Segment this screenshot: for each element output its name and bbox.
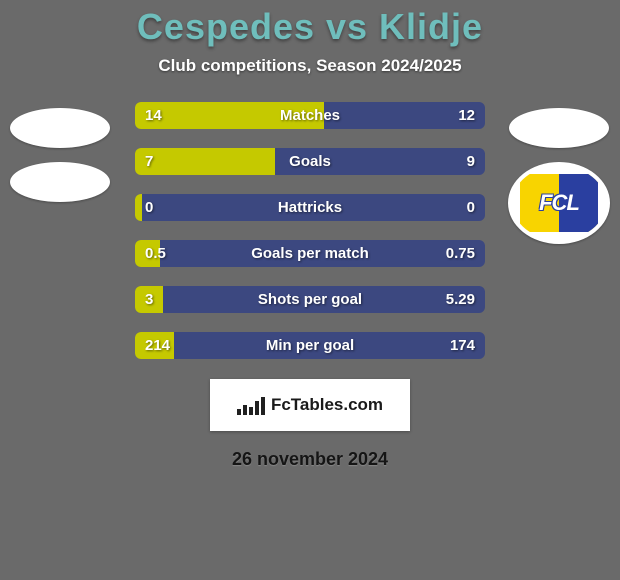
comparison-infographic: Cespedes vs Klidje Club competitions, Se… [0,0,620,580]
stat-row: 0 Hattricks 0 [135,194,485,221]
page-title: Cespedes vs Klidje [137,6,483,48]
stat-value-right: 0.75 [446,240,475,267]
club-logo-placeholder [10,108,110,148]
stat-value-left: 3 [145,286,153,313]
stat-value-left: 0.5 [145,240,166,267]
stat-value-right: 9 [467,148,475,175]
stat-value-left: 7 [145,148,153,175]
brand-chart-icon [237,395,265,415]
club-logo-placeholder [509,108,609,148]
stat-label: Min per goal [266,332,354,359]
stat-value-right: 0 [467,194,475,221]
stat-row: 0.5 Goals per match 0.75 [135,240,485,267]
stat-row: 214 Min per goal 174 [135,332,485,359]
fcl-badge-text: FCL [539,190,579,216]
stat-label: Shots per goal [258,286,362,313]
stats-list: 14 Matches 12 7 Goals 9 0 Hattricks 0 0.5 Goals pe… [135,102,485,359]
left-player-logos [10,108,110,202]
club-logo-fcl: FCL [508,162,610,244]
subtitle: Club competitions, Season 2024/2025 [158,56,461,76]
stat-value-right: 5.29 [446,286,475,313]
stat-fill-left [135,194,142,221]
stat-value-right: 174 [450,332,475,359]
stat-label: Hattricks [278,194,342,221]
club-logo-placeholder [10,162,110,202]
brand-text: FcTables.com [271,395,383,415]
stat-label: Goals per match [251,240,369,267]
brand-badge: FcTables.com [210,379,410,431]
stat-value-right: 12 [458,102,475,129]
stat-row: 14 Matches 12 [135,102,485,129]
date: 26 november 2024 [232,449,388,470]
stat-value-left: 0 [145,194,153,221]
right-player-logos: FCL [508,108,610,244]
stat-label: Goals [289,148,331,175]
stat-value-left: 14 [145,102,162,129]
stat-fill-left [135,148,275,175]
stat-label: Matches [280,102,340,129]
stat-value-left: 214 [145,332,170,359]
stat-row: 7 Goals 9 [135,148,485,175]
stat-row: 3 Shots per goal 5.29 [135,286,485,313]
